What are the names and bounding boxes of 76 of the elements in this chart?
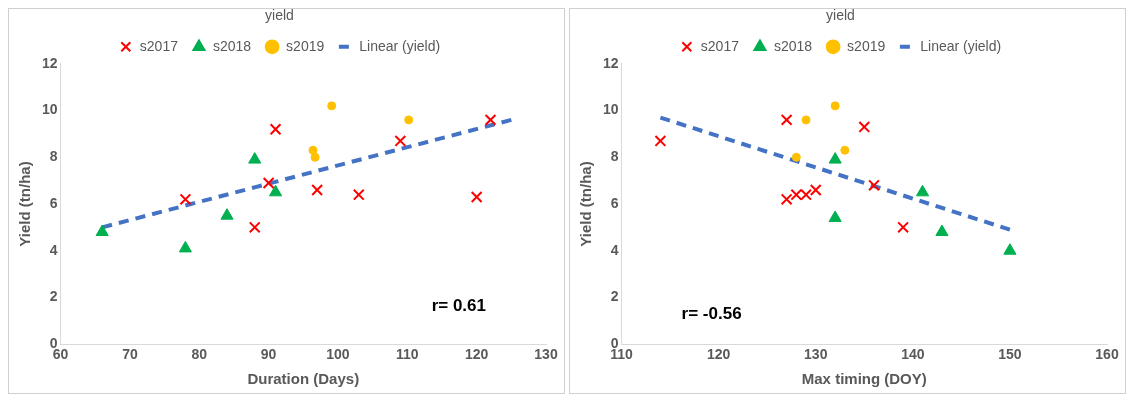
point — [801, 115, 811, 125]
x-tick-label: 70 — [122, 346, 138, 363]
y-tick-label: 4 — [610, 241, 619, 258]
point — [394, 134, 407, 147]
x-tick-label: 100 — [326, 346, 350, 363]
y-tick-label: 8 — [610, 148, 619, 165]
y-tick-label: 12 — [41, 54, 58, 71]
point — [310, 152, 320, 162]
point — [800, 188, 812, 201]
legend-label: s2019 — [286, 37, 325, 54]
x-tick-label: 160 — [1095, 346, 1119, 363]
x-tick-label: 130 — [804, 346, 828, 363]
point — [790, 188, 803, 201]
point — [809, 184, 822, 196]
point — [308, 145, 318, 155]
legend-label: s2017 — [139, 37, 179, 54]
y-tick-label: 12 — [602, 54, 619, 71]
point — [220, 208, 234, 220]
y-tick-label: 8 — [49, 148, 58, 165]
point — [935, 224, 949, 237]
legend-title: yield — [826, 6, 855, 23]
point — [780, 113, 793, 126]
x-tick-label: 140 — [901, 346, 925, 363]
point — [248, 152, 262, 164]
y-tick-label: 2 — [49, 288, 58, 305]
x-tick-label: 120 — [464, 346, 489, 363]
y-tick-label: 6 — [610, 194, 619, 211]
y-tick-label: 2 — [610, 288, 619, 305]
x-tick-label: 90 — [260, 346, 277, 363]
legend-label: s2017 — [700, 37, 740, 54]
point — [262, 177, 275, 189]
point — [830, 101, 840, 111]
point — [1003, 243, 1017, 255]
point — [268, 184, 283, 197]
legend-label: s2018 — [212, 37, 252, 54]
point — [780, 193, 793, 206]
legend-label: s2018 — [773, 37, 813, 54]
point — [915, 184, 930, 197]
y-tick-label: 10 — [41, 101, 58, 118]
point — [654, 134, 667, 147]
x-tick-label: 130 — [534, 346, 558, 363]
legend-label: s2019 — [847, 37, 886, 54]
x-tick-label: 120 — [706, 346, 731, 363]
point — [858, 120, 871, 133]
x-axis-title: Duration (Days) — [247, 370, 360, 388]
point — [327, 101, 337, 111]
point — [311, 184, 324, 196]
y-axis-title: Yield (tn/ha) — [16, 161, 34, 247]
point — [897, 221, 910, 234]
point — [248, 221, 261, 234]
point — [179, 193, 192, 206]
legend-title: yield — [265, 6, 294, 23]
annotation: r= -0.56 — [681, 303, 742, 323]
y-tick-label: 4 — [49, 241, 58, 258]
point — [178, 240, 192, 253]
annotation: r= 0.61 — [431, 295, 486, 315]
point — [840, 145, 850, 155]
point — [828, 210, 842, 223]
point — [352, 188, 365, 201]
y-tick-label: 6 — [49, 194, 58, 211]
point — [269, 123, 282, 136]
x-tick-label: 150 — [998, 346, 1022, 363]
legend-label: Linear (yield) — [359, 37, 441, 54]
point — [95, 224, 109, 237]
legend-label: Linear (yield) — [920, 37, 1002, 54]
y-axis-title: Yield (tn/ha) — [577, 161, 595, 247]
point — [828, 152, 842, 164]
x-tick-label: 80 — [191, 346, 208, 363]
point — [868, 179, 880, 192]
point — [791, 152, 801, 162]
point — [470, 191, 483, 203]
point — [404, 115, 414, 125]
x-tick-label: 110 — [396, 346, 419, 363]
x-axis-title: Max timing (DOY) — [801, 370, 927, 388]
y-tick-label: 10 — [602, 101, 619, 118]
point — [484, 113, 497, 126]
